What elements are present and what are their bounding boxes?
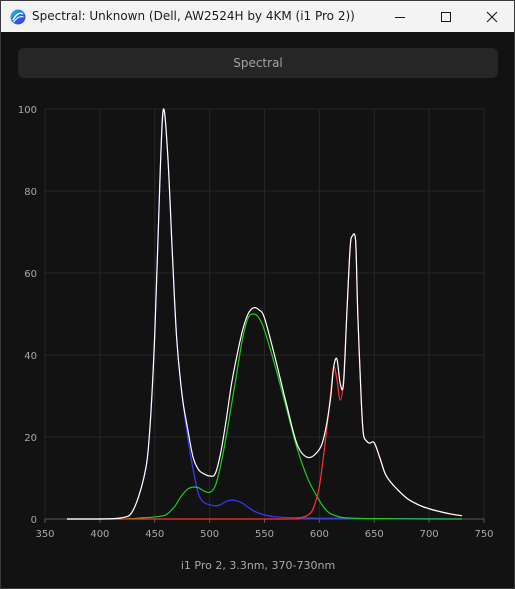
- close-icon: [486, 11, 498, 22]
- y-tick-label: 20: [24, 433, 37, 444]
- spectral-chart: 350 400 450 500 550 600 650 700 750020406080100 …: [18, 105, 494, 572]
- x-tick-label: 650: [365, 529, 384, 540]
- title-bar[interactable]: Spectral: Unknown (Dell, AW2524H by 4KM …: [1, 1, 514, 32]
- x-tick-label: 550: [255, 529, 274, 540]
- x-tick-label: 600: [310, 529, 329, 540]
- tab-spectral[interactable]: Spectral: [18, 48, 498, 78]
- x-tick-label: 400: [90, 529, 109, 540]
- x-tick-label: 750: [474, 529, 493, 540]
- x-tick-label: 700: [420, 529, 439, 540]
- green-spectrum-line: [66, 313, 463, 520]
- chart-axes: 350 400 450 500 550 600 650 700 750 0 20 40 60 80 100: [18, 105, 494, 540]
- chart-series: [66, 108, 463, 520]
- x-tick-label: 450: [145, 529, 164, 540]
- app-logo-icon: [10, 9, 26, 25]
- y-tick-label: 100: [18, 105, 37, 116]
- maximize-icon: [441, 11, 451, 22]
- close-button[interactable]: [469, 1, 514, 32]
- y-tick-label: 40: [24, 351, 37, 362]
- y-tick-label: 80: [24, 187, 37, 198]
- x-axis-label: i1 Pro 2, 3.3nm, 370-730nm: [181, 559, 335, 572]
- y-tick-label: 60: [24, 269, 37, 280]
- maximize-button[interactable]: [423, 1, 469, 32]
- white-spectrum-line: [66, 108, 463, 520]
- tab-spectral-label: Spectral: [233, 56, 283, 70]
- chart-grid: [44, 108, 485, 520]
- y-tick-label: 0: [31, 515, 37, 526]
- x-tick-label: 500: [200, 529, 219, 540]
- window-title: Spectral: Unknown (Dell, AW2524H by 4KM …: [32, 9, 355, 23]
- minimize-icon: [395, 16, 405, 18]
- x-tick-label: 350: [35, 529, 54, 540]
- minimize-button[interactable]: [377, 1, 423, 32]
